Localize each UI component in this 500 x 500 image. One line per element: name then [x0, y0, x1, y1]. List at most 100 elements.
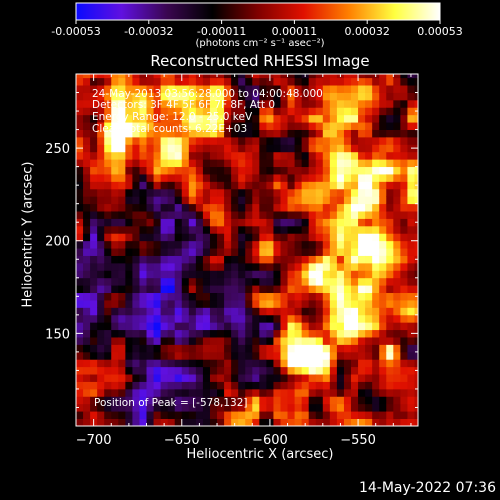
heatmap-cell: [231, 225, 239, 234]
heatmap-cell: [301, 262, 310, 271]
heatmap-cell: [125, 411, 133, 419]
heatmap-cell: [76, 285, 84, 294]
heatmap-cell: [273, 351, 281, 360]
heatmap-cell: [414, 159, 419, 168]
heatmap-cell: [132, 411, 140, 419]
heatmap-cell: [287, 292, 295, 301]
heatmap-cell: [181, 403, 190, 412]
heatmap-cell: [372, 292, 380, 301]
heatmap-cell: [111, 218, 119, 227]
heatmap-cell: [245, 85, 253, 93]
heatmap-cell: [160, 314, 169, 323]
heatmap-cell: [174, 277, 183, 286]
heatmap-cell: [351, 107, 359, 116]
heatmap-cell: [266, 99, 274, 108]
heatmap-cell: [245, 255, 253, 264]
heatmap-cell: [111, 74, 119, 79]
heatmap-cell: [280, 388, 288, 397]
heatmap-cell: [294, 211, 303, 219]
heatmap-cell: [132, 85, 140, 93]
heatmap-cell: [139, 366, 147, 375]
heatmap-cell: [231, 381, 239, 390]
heatmap-cell: [97, 77, 105, 86]
heatmap-cell: [111, 174, 119, 182]
heatmap-cell: [238, 396, 246, 405]
heatmap-cell: [188, 99, 197, 108]
heatmap-cell: [90, 144, 98, 153]
heatmap-cell: [315, 262, 324, 271]
heatmap-cell: [188, 218, 197, 227]
heatmap-cell: [160, 388, 169, 397]
heatmap-cell: [372, 85, 380, 93]
heatmap-cell: [153, 144, 162, 153]
heatmap-cell: [315, 307, 324, 316]
heatmap-cell: [181, 307, 190, 316]
heatmap-cell: [259, 218, 267, 227]
heatmap-cell: [238, 359, 246, 368]
heatmap-cell: [407, 300, 415, 308]
heatmap-cell: [125, 159, 133, 168]
heatmap-cell: [322, 366, 331, 375]
heatmap-cell: [76, 381, 84, 390]
heatmap-cell: [322, 159, 331, 168]
heatmap-cell: [160, 159, 169, 168]
heatmap-cell: [188, 255, 197, 264]
heatmap-cell: [393, 366, 401, 375]
heatmap-cell: [224, 344, 232, 353]
heatmap-cell: [252, 159, 260, 168]
heatmap-cell: [287, 255, 295, 264]
heatmap-cell: [83, 396, 91, 405]
heatmap-cell: [343, 166, 352, 175]
heatmap-cell: [174, 366, 183, 375]
heatmap-cell: [104, 270, 112, 279]
heatmap-cell: [308, 292, 317, 301]
heatmap-cell: [379, 225, 387, 234]
heatmap-cell: [202, 381, 211, 390]
heatmap-cell: [202, 344, 211, 353]
heatmap-cell: [358, 388, 366, 397]
heatmap-cell: [280, 322, 288, 331]
heatmap-cell: [167, 77, 176, 86]
heatmap-cell: [280, 122, 288, 130]
heatmap-cell: [146, 196, 154, 205]
heatmap-cell: [245, 388, 253, 397]
heatmap-cell: [329, 174, 338, 182]
heatmap-cell: [181, 85, 190, 93]
heatmap-cell: [83, 351, 91, 360]
heatmap-cell: [90, 270, 98, 279]
heatmap-cell: [259, 344, 267, 353]
heatmap-cell: [301, 285, 310, 294]
heatmap-cell: [195, 174, 204, 182]
heatmap-cell: [329, 203, 338, 212]
heatmap-cell: [351, 159, 359, 168]
heatmap-cell: [231, 203, 239, 212]
heatmap-cell: [343, 159, 352, 168]
heatmap-cell: [351, 196, 359, 205]
heatmap-cell: [336, 211, 345, 219]
heatmap-cell: [393, 277, 401, 286]
heatmap-cell: [252, 418, 260, 427]
heatmap-cell: [358, 337, 366, 345]
heatmap-cell: [146, 203, 154, 212]
heatmap-cell: [76, 396, 84, 405]
heatmap-cell: [125, 248, 133, 256]
heatmap-cell: [393, 418, 401, 427]
heatmap-cell: [76, 136, 84, 145]
heatmap-cell: [294, 314, 303, 323]
heatmap-cell: [358, 122, 366, 130]
heatmap-cell: [181, 144, 190, 153]
heatmap-cell: [414, 277, 419, 286]
heatmap-cell: [259, 225, 267, 234]
heatmap-cell: [238, 99, 246, 108]
heatmap-cell: [118, 211, 126, 219]
heatmap-cell: [111, 381, 119, 390]
heatmap-cell: [351, 270, 359, 279]
heatmap-cell: [315, 359, 324, 368]
heatmap-cell: [118, 262, 126, 271]
heatmap-cell: [386, 374, 394, 382]
heatmap-cell: [202, 122, 211, 130]
heatmap-cell: [174, 218, 183, 227]
heatmap-cell: [76, 196, 84, 205]
heatmap-cell: [322, 240, 331, 249]
heatmap-cell: [322, 211, 331, 219]
